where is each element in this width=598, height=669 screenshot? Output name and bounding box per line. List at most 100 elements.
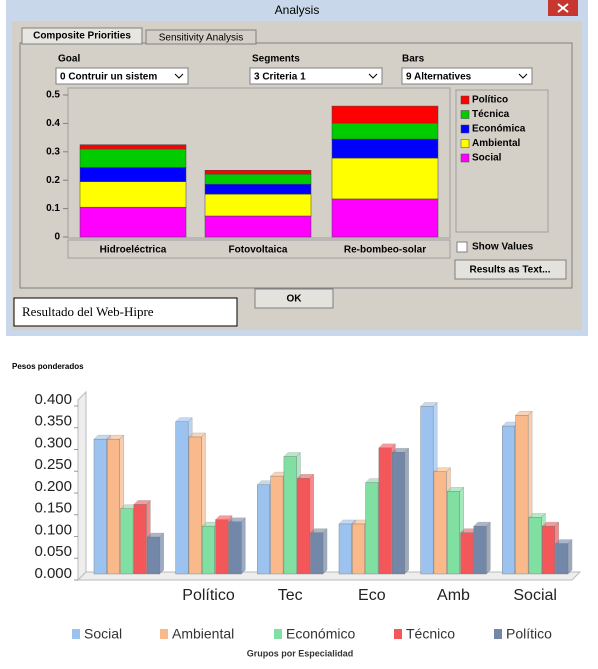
legend-box <box>455 89 549 233</box>
bar <box>515 415 529 575</box>
tab-label[interactable]: Sensitivity Analysis <box>159 33 243 44</box>
legend-swatch <box>274 629 282 639</box>
bar <box>107 438 120 575</box>
bar-segment <box>204 193 312 217</box>
bar-segment <box>204 173 312 185</box>
bar <box>555 543 569 575</box>
bar-segment <box>331 105 439 124</box>
bar-segment <box>331 198 439 238</box>
bar <box>391 452 405 575</box>
bar <box>365 482 379 575</box>
tab[interactable] <box>145 29 257 45</box>
x-tick-label: Fotovoltaica <box>229 245 288 256</box>
tab[interactable] <box>21 27 143 45</box>
legend-label: Técnico <box>406 626 455 642</box>
results-button[interactable] <box>454 259 567 280</box>
bar <box>175 421 189 575</box>
bar <box>93 438 107 575</box>
x-tick-label: Hidroeléctrica <box>100 245 167 256</box>
legend-swatch <box>494 629 502 639</box>
checkbox[interactable] <box>456 241 468 253</box>
bar-segment <box>204 183 312 195</box>
bar <box>283 456 297 575</box>
ok-button-label[interactable]: OK <box>287 294 303 305</box>
segments-dropdown[interactable] <box>249 67 383 85</box>
legend-swatch <box>460 139 470 148</box>
y-tick-label: 0.050 <box>34 543 72 560</box>
y-tick-label: 0.250 <box>34 456 72 473</box>
legend-swatch <box>460 95 470 105</box>
y-tick-label: 0.2 <box>46 175 60 186</box>
y-tick-label: 0.3 <box>46 146 60 157</box>
bar <box>270 475 284 575</box>
y-tick-label: 0.350 <box>34 413 72 430</box>
segments-value[interactable]: 3 Criteria 1 <box>254 72 306 83</box>
bar <box>542 525 555 575</box>
bar <box>447 491 460 575</box>
category-strip <box>67 239 451 259</box>
bar <box>202 525 215 575</box>
goal-label: Goal <box>58 54 80 65</box>
legend-label: Ambiental <box>172 626 234 642</box>
results-button-label[interactable]: Results as Text... <box>470 265 551 276</box>
bar <box>188 436 202 575</box>
legend-swatch <box>394 629 402 639</box>
bars-dropdown[interactable] <box>401 67 533 85</box>
bar-segment <box>331 122 439 140</box>
x-tick-label: Amb <box>437 587 470 604</box>
legend-label: Económico <box>286 626 355 642</box>
y-tick-label: 0.100 <box>34 521 72 538</box>
bar-segment <box>331 138 439 159</box>
y-tick-label: 0.150 <box>34 500 72 517</box>
bar-side <box>241 517 246 575</box>
legend-swatch <box>72 629 80 639</box>
bar-segment <box>204 170 312 175</box>
bar-side <box>322 528 328 575</box>
bars-value[interactable]: 9 Alternatives <box>406 72 472 83</box>
legend-label: Social <box>472 153 502 164</box>
legend-label: Político <box>472 95 508 106</box>
x-axis-title: Grupos por Especialidad <box>247 648 354 658</box>
legend-label: Ambiental <box>472 138 521 149</box>
bar-side <box>567 539 573 575</box>
legend-swatch <box>460 110 470 119</box>
segments-label: Segments <box>252 54 300 65</box>
bars-label: Bars <box>402 54 425 65</box>
bar <box>297 478 310 575</box>
y-tick-label: 0.5 <box>46 90 60 101</box>
ok-button[interactable] <box>254 288 334 309</box>
bar <box>528 517 542 575</box>
goal-dropdown[interactable] <box>55 67 189 85</box>
x-tick-label: Eco <box>358 587 386 604</box>
bar-segment <box>79 167 187 182</box>
goal-value[interactable]: 0 Contruir un sistem <box>60 72 157 83</box>
bar <box>133 504 147 575</box>
legend-label: Económica <box>472 124 526 135</box>
x-tick-label: Tec <box>278 587 303 604</box>
bar-segment <box>79 181 187 208</box>
y-tick-label: 0.000 <box>34 565 72 582</box>
bar-segment <box>204 215 312 238</box>
bar <box>502 425 516 575</box>
bar-segment <box>79 148 187 168</box>
close-button[interactable] <box>548 0 578 16</box>
x-tick-label: Re-bombeo-solar <box>344 245 426 256</box>
y-tick-label: 0.400 <box>34 391 72 408</box>
bar <box>310 532 324 575</box>
tab-label[interactable]: Composite Priorities <box>33 31 131 42</box>
bar-side <box>404 447 409 575</box>
bar <box>120 508 134 575</box>
bar-side <box>486 521 491 575</box>
x-tick-label: Político <box>182 587 235 604</box>
bar <box>378 447 392 575</box>
bar <box>338 523 352 575</box>
bar-side <box>159 532 164 575</box>
bar <box>420 406 434 575</box>
bar-segment <box>79 144 187 150</box>
checkbox-label[interactable]: Show Values <box>472 242 534 253</box>
bar <box>146 536 160 575</box>
y-tick-label: 0 <box>54 232 60 243</box>
axis-wall <box>77 390 87 582</box>
